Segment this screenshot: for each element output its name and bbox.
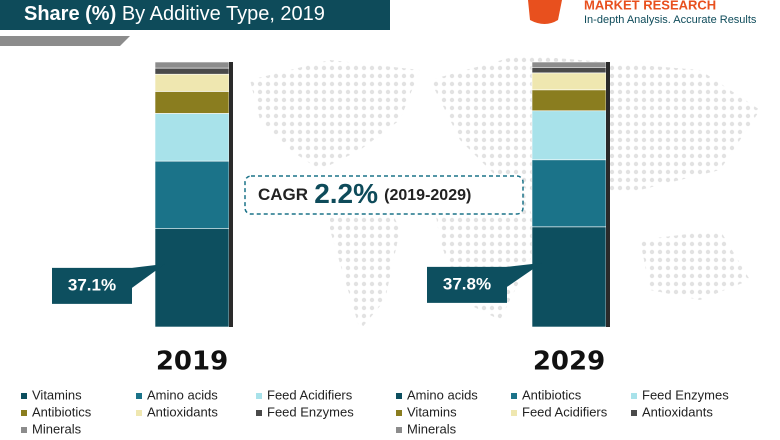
bar-segment — [154, 61, 230, 69]
legend-swatch — [256, 410, 262, 416]
logo-name: MARKET RESEARCH — [584, 0, 716, 12]
header: Share (%) By Additive Type, 2019 — [0, 0, 390, 46]
bar-segment — [531, 89, 607, 112]
legend-label: Vitamins — [32, 387, 82, 402]
legend-swatch — [631, 393, 637, 399]
cagr-text: CAGR 2.2% (2019-2029) — [258, 178, 471, 209]
bar-segment — [154, 67, 230, 75]
callout — [52, 263, 165, 304]
bar-segment — [154, 228, 230, 328]
bar-segment — [531, 110, 607, 161]
charts: 37.1% 2019 Vitamins Amino acids Feed Acidifi… — [21, 61, 729, 436]
legend-label: Feed Enzymes — [267, 404, 354, 419]
bar-segment — [154, 91, 230, 114]
bar-segment — [531, 159, 607, 228]
bar-shadow — [606, 62, 610, 327]
bar-segment — [154, 160, 230, 229]
legend-swatch — [21, 427, 27, 433]
legend-label: Minerals — [407, 421, 457, 436]
bar-segment — [531, 67, 607, 74]
legend-swatch — [256, 393, 262, 399]
cagr-box: CAGR 2.2% (2019-2029) — [244, 175, 524, 215]
value-label: 37.1% — [68, 275, 116, 294]
legend-label: Minerals — [32, 421, 82, 436]
legend-label: Vitamins — [407, 404, 457, 419]
legend-label: Antibiotics — [522, 387, 582, 402]
legend-label: Feed Acidifiers — [267, 387, 353, 402]
legend-label: Feed Enzymes — [642, 387, 729, 402]
header-title: Share (%) By Additive Type, 2019 — [24, 3, 325, 25]
legend-swatch — [21, 393, 27, 399]
legend-swatch — [136, 393, 142, 399]
value-label: 37.8% — [443, 274, 491, 293]
legend-swatch — [396, 393, 402, 399]
bar-segment — [531, 72, 607, 91]
logo: MARKET RESEARCH In-depth Analysis. Accur… — [528, 0, 757, 26]
callout — [427, 262, 542, 303]
bar-segment — [154, 73, 230, 92]
legend-label: Antioxidants — [147, 404, 218, 419]
legend-swatch — [631, 410, 637, 416]
legend-swatch — [396, 410, 402, 416]
legend-swatch — [21, 410, 27, 416]
bar-segment — [531, 226, 607, 328]
logo-tagline: In-depth Analysis. Accurate Results — [584, 14, 757, 26]
legend-swatch — [511, 410, 517, 416]
bar-shadow — [229, 62, 233, 327]
legend-swatch — [511, 393, 517, 399]
bar-segment — [531, 61, 607, 68]
year-label: 2029 — [533, 347, 605, 377]
year-label: 2019 — [156, 347, 228, 377]
legend-label: Feed Acidifiers — [522, 404, 608, 419]
legend-label: Amino acids — [147, 387, 218, 402]
legend-swatch — [136, 410, 142, 416]
legend-swatch — [396, 427, 402, 433]
legend-label: Antioxidants — [642, 404, 713, 419]
bar-segment — [154, 113, 230, 162]
legend-label: Amino acids — [407, 387, 478, 402]
legend-label: Antibiotics — [32, 404, 92, 419]
